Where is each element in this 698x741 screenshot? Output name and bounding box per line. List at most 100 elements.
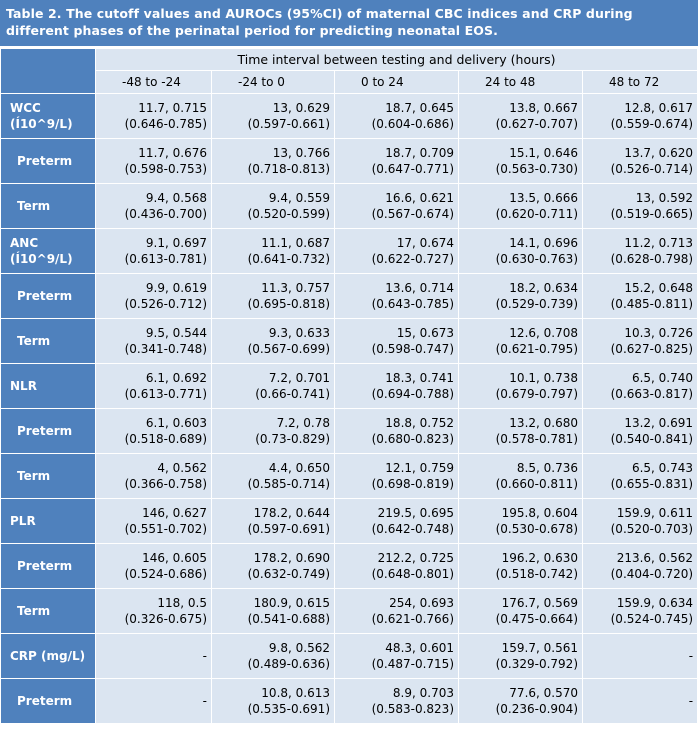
column-header: 0 to 24 [334, 70, 459, 94]
cutoff-auroc-value: 178.2, 0.644 [253, 506, 330, 520]
confidence-interval: (0.613-0.781) [124, 252, 207, 266]
confidence-interval: (0.524-0.745) [610, 612, 694, 626]
cutoff-auroc-value: 12.1, 0.759 [385, 461, 454, 475]
confidence-interval: (0.598-0.753) [124, 162, 207, 176]
row-label-line: Term [17, 199, 51, 213]
confidence-interval: (0.698-0.819) [371, 477, 454, 491]
confidence-interval: (0.663-0.817) [610, 387, 694, 401]
data-cell: 159.9, 0.611 (0.520-0.703) [581, 498, 698, 544]
data-cell: 48.3, 0.601 (0.487-0.715) [334, 633, 459, 679]
cutoff-auroc-value: 10.8, 0.613 [261, 686, 330, 700]
data-cell: 18.3, 0.741 (0.694-0.788) [334, 363, 459, 409]
data-cell: 18.7, 0.645 (0.604-0.686) [334, 93, 459, 139]
column-header: 24 to 48 [458, 70, 583, 94]
cutoff-auroc-value: 4, 0.562 [157, 461, 207, 475]
data-cell: 13.6, 0.714 (0.643-0.785) [334, 273, 459, 319]
table-row: Term 4, 0.562 (0.366-0.758) 4.4, 0.650 (0.58… [0, 453, 698, 499]
cutoff-auroc-value: 13.6, 0.714 [385, 281, 454, 295]
confidence-interval: (0.613-0.771) [124, 387, 207, 401]
data-cell: 15, 0.673 (0.598-0.747) [334, 318, 459, 364]
row-label-line: Preterm [17, 289, 73, 303]
row-label-line: NLR [10, 379, 37, 393]
cutoff-auroc-value: 48.3, 0.601 [385, 641, 454, 655]
confidence-interval: (0.518-0.742) [495, 567, 578, 581]
cutoff-auroc-value: 77.6, 0.570 [509, 686, 578, 700]
row-label-unit: (Í10^9/L) [10, 117, 73, 131]
cutoff-auroc-value: 159.7, 0.561 [501, 641, 578, 655]
cutoff-auroc-value: 8.5, 0.736 [516, 461, 578, 475]
confidence-interval: (0.559-0.674) [610, 117, 694, 131]
confidence-interval: (0.660-0.811) [495, 477, 578, 491]
cutoff-auroc-value: 9.5, 0.544 [145, 326, 207, 340]
confidence-interval: (0.627-0.825) [610, 342, 694, 356]
data-cell: 195.8, 0.604 (0.530-0.678) [458, 498, 583, 544]
cutoff-auroc-value: 9.4, 0.559 [268, 191, 330, 205]
row-label: ANC (Í10^9/L) [0, 228, 96, 274]
row-label: Term [0, 453, 96, 499]
cutoff-auroc-value: 13.2, 0.691 [624, 416, 694, 430]
data-cell: 12.1, 0.759 (0.698-0.819) [334, 453, 459, 499]
confidence-interval: (0.695-0.818) [247, 297, 330, 311]
row-label: PLR [0, 498, 96, 544]
cutoff-auroc-value: 15, 0.673 [396, 326, 454, 340]
cutoff-auroc-value: 146, 0.605 [142, 551, 207, 565]
data-cell: 213.6, 0.562 (0.404-0.720) [581, 543, 698, 589]
confidence-interval: (0.436-0.700) [124, 207, 207, 221]
confidence-interval: (0.648-0.801) [371, 567, 454, 581]
header-row-columns: -48 to -24 -24 to 0 0 to 24 24 to 48 48 … [1, 70, 698, 94]
data-cell: 146, 0.605 (0.524-0.686) [95, 543, 212, 589]
cutoff-auroc-value: 6.1, 0.692 [145, 371, 207, 385]
row-label-line: Preterm [17, 154, 73, 168]
cutoff-auroc-value: 11.7, 0.715 [138, 101, 207, 115]
table-row: Term 9.5, 0.544 (0.341-0.748) 9.3, 0.633 (0.… [0, 318, 698, 364]
data-cell: 13, 0.766 (0.718-0.813) [211, 138, 335, 184]
data-cell: 15.2, 0.648 (0.485-0.811) [581, 273, 698, 319]
cutoff-auroc-value: 196.2, 0.630 [501, 551, 578, 565]
cutoff-auroc-value: 178.2, 0.690 [253, 551, 330, 565]
table-row: Term 9.4, 0.568 (0.436-0.700) 9.4, 0.559 (0.… [0, 183, 698, 229]
cutoff-auroc-value: 13.8, 0.667 [509, 101, 578, 115]
data-cell: 4.4, 0.650 (0.585-0.714) [211, 453, 335, 499]
row-label: Preterm [0, 543, 96, 589]
cutoff-auroc-value: 9.4, 0.568 [145, 191, 207, 205]
cutoff-auroc-value: 195.8, 0.604 [501, 506, 578, 520]
cutoff-auroc-value: 6.1, 0.603 [145, 416, 207, 430]
data-cell: 9.5, 0.544 (0.341-0.748) [95, 318, 212, 364]
header-row-span: Time interval between testing and delive… [0, 48, 698, 94]
data-cell: 254, 0.693 (0.621-0.766) [334, 588, 459, 634]
table-row: Preterm 6.1, 0.603 (0.518-0.689) 7.2, 0.78 (… [0, 408, 698, 454]
table-caption: Table 2. The cutoff values and AUROCs (9… [0, 0, 698, 46]
row-label-line: WCC [10, 101, 41, 115]
data-cell: 6.1, 0.692 (0.613-0.771) [95, 363, 212, 409]
confidence-interval: (0.627-0.707) [495, 117, 578, 131]
data-cell: - [95, 678, 212, 724]
confidence-interval: (0.475-0.664) [495, 612, 578, 626]
data-cell: 176.7, 0.569 (0.475-0.664) [458, 588, 583, 634]
cutoff-auroc-value: 11.1, 0.687 [261, 236, 330, 250]
cutoff-auroc-value: 15.2, 0.648 [624, 281, 694, 295]
confidence-interval: (0.655-0.831) [610, 477, 694, 491]
cutoff-auroc-value: 17, 0.674 [396, 236, 454, 250]
confidence-interval: (0.578-0.781) [495, 432, 578, 446]
confidence-interval: (0.567-0.699) [247, 342, 330, 356]
confidence-interval: (0.519-0.665) [610, 207, 694, 221]
confidence-interval: (0.632-0.749) [247, 567, 330, 581]
data-cell: - [581, 633, 698, 679]
confidence-interval: (0.622-0.727) [371, 252, 454, 266]
row-label-line: Term [17, 604, 51, 618]
confidence-interval: (0.326-0.675) [124, 612, 207, 626]
cutoff-auroc-value: 118, 0.5 [157, 596, 207, 610]
confidence-interval: (0.567-0.674) [371, 207, 454, 221]
data-cell: 11.7, 0.676 (0.598-0.753) [95, 138, 212, 184]
row-label-line: PLR [10, 514, 36, 528]
data-cell: 6.5, 0.740 (0.663-0.817) [581, 363, 698, 409]
data-cell: 8.5, 0.736 (0.660-0.811) [458, 453, 583, 499]
confidence-interval: (0.485-0.811) [610, 297, 694, 311]
confidence-interval: (0.551-0.702) [124, 522, 207, 536]
row-label-line: CRP (mg/L) [10, 649, 86, 663]
confidence-interval: (0.236-0.904) [495, 702, 578, 716]
row-label: NLR [0, 363, 96, 409]
data-cell: 12.6, 0.708 (0.621-0.795) [458, 318, 583, 364]
cutoff-auroc-value: 12.6, 0.708 [509, 326, 578, 340]
cutoff-auroc-value: 13, 0.629 [272, 101, 330, 115]
